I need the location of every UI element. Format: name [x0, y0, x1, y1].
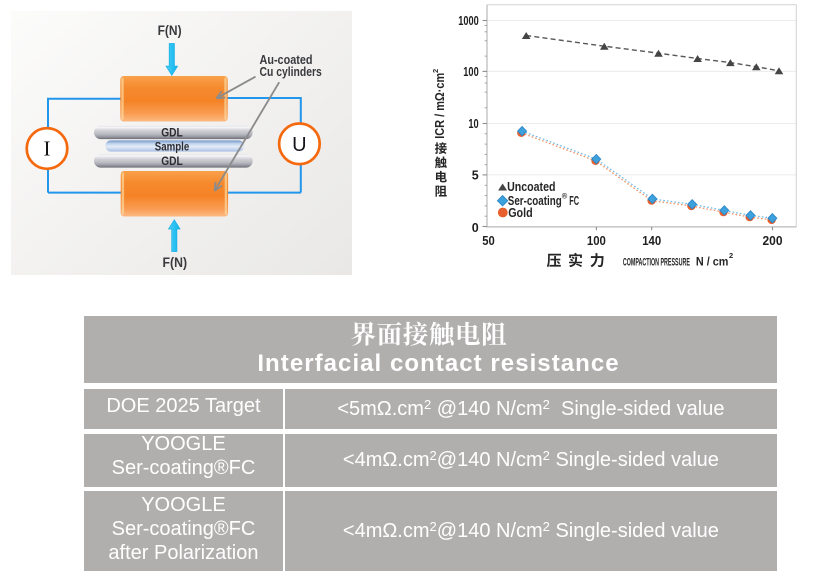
svg-text:Ser-coating: Ser-coating: [508, 193, 562, 208]
svg-text:Au-coated: Au-coated: [260, 53, 313, 67]
svg-text:100: 100: [463, 65, 478, 79]
svg-text:COMPACTION PRESSURE: COMPACTION PRESSURE: [623, 256, 690, 268]
svg-text:ICR / mΩ·cm: ICR / mΩ·cm: [433, 73, 447, 139]
svg-text:I: I: [44, 137, 51, 161]
svg-text:2: 2: [431, 69, 440, 73]
svg-text:GDL: GDL: [161, 128, 183, 140]
svg-text:2: 2: [729, 251, 733, 260]
svg-text:50: 50: [482, 234, 495, 248]
svg-text:10: 10: [468, 117, 478, 131]
svg-text:1000: 1000: [458, 14, 479, 28]
svg-text:200: 200: [763, 234, 783, 248]
svg-text:U: U: [292, 134, 306, 156]
svg-text:100: 100: [587, 234, 606, 248]
svg-text:Cu cylinders: Cu cylinders: [260, 65, 322, 79]
svg-text:F(N): F(N): [163, 254, 188, 270]
svg-text:N / cm: N / cm: [696, 255, 729, 269]
svg-text:Gold: Gold: [508, 205, 533, 220]
svg-text:FC: FC: [569, 193, 579, 208]
svg-text:F(N): F(N): [158, 22, 182, 38]
svg-text:0: 0: [472, 221, 479, 235]
svg-text:140: 140: [642, 234, 661, 248]
svg-text:®: ®: [562, 191, 568, 200]
svg-text:GDL: GDL: [161, 156, 183, 168]
svg-text:Uncoated: Uncoated: [507, 179, 555, 194]
svg-text:5: 5: [472, 168, 479, 182]
svg-text:Sample: Sample: [155, 141, 190, 153]
